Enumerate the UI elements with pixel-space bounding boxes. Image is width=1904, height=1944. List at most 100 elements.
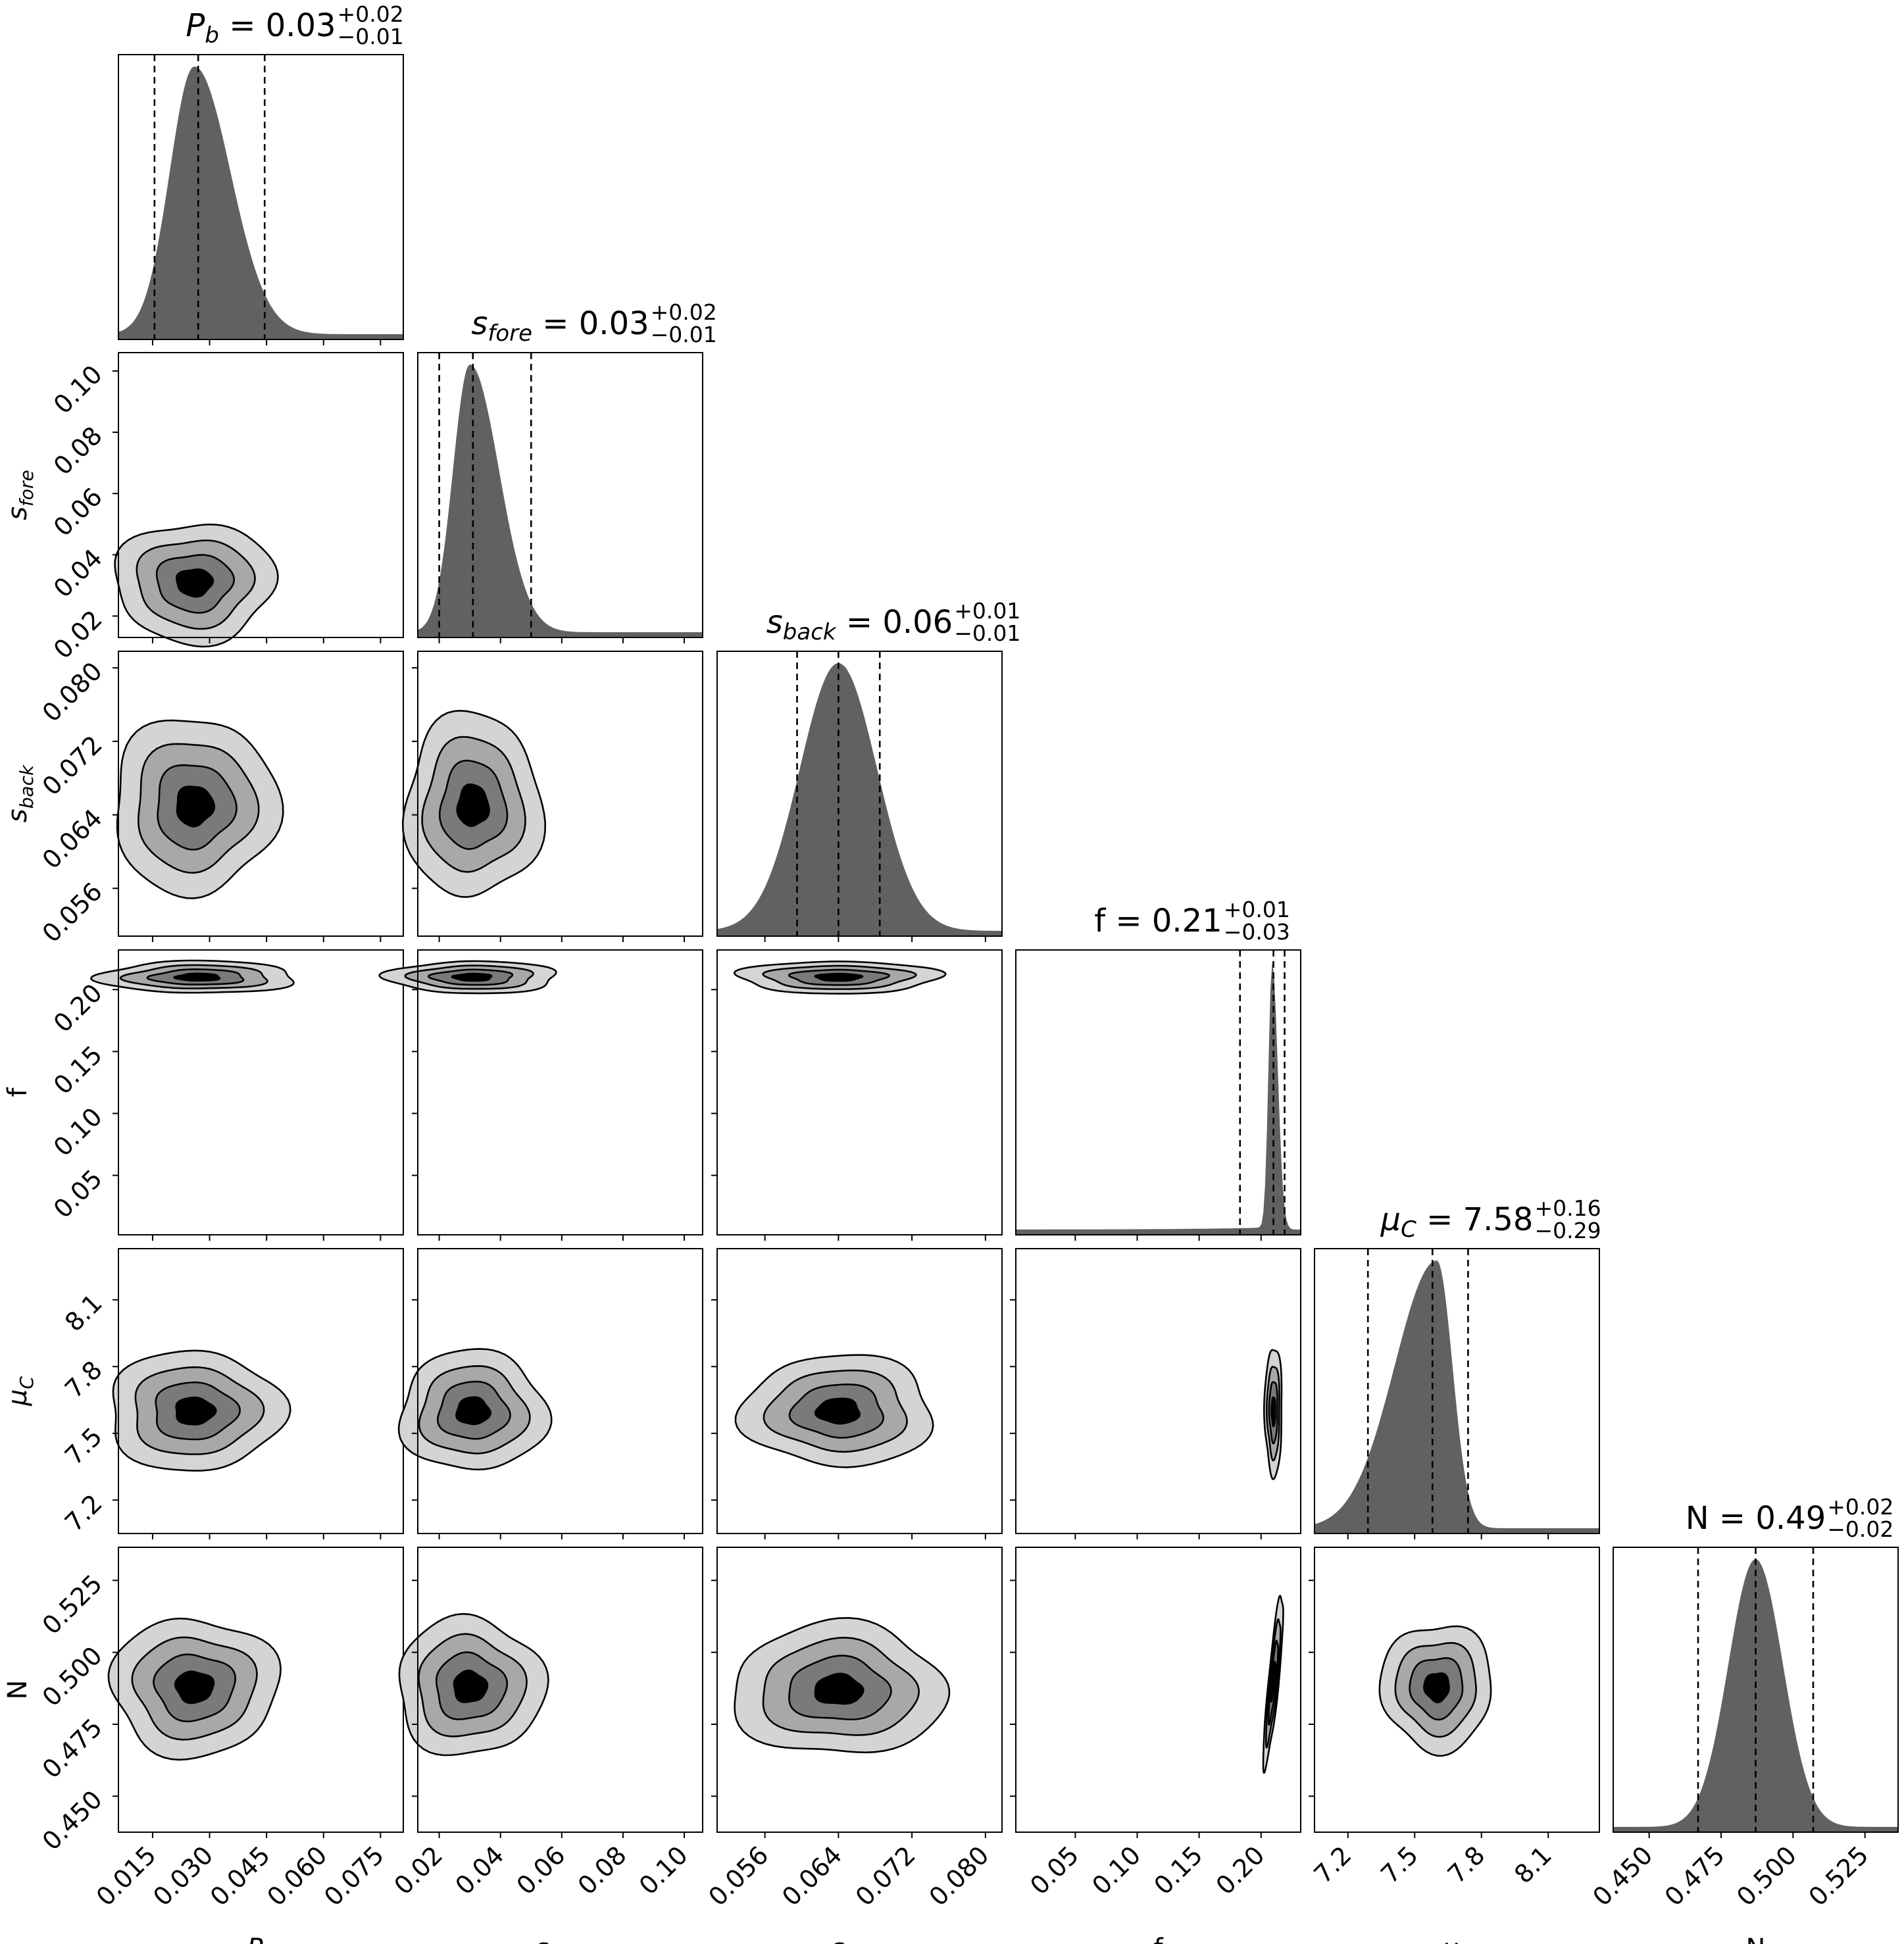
title-equals: = <box>219 7 266 44</box>
x-axis-label-N: N <box>1746 1933 1766 1944</box>
x-tick-label-sback: 0.064 <box>776 1841 847 1912</box>
panel-title-sback: sback = 0.06 <box>766 604 953 645</box>
y-tick-label-muC: 8.1 <box>59 1288 108 1337</box>
title-value: 0.21 <box>1152 903 1222 939</box>
y-tick-label-sback: 0.064 <box>37 803 108 874</box>
x-axis-label-f: f <box>1153 1933 1163 1944</box>
axes-frame-sfore <box>417 352 703 638</box>
histogram-area-muC <box>1315 1260 1599 1533</box>
title-error-minus-muC: −0.29 <box>1534 1218 1601 1243</box>
panel-title-N: N = 0.49 <box>1686 1500 1826 1537</box>
panel-background <box>118 950 403 1235</box>
y-tick-label-f: 0.20 <box>48 978 108 1038</box>
panel-background <box>1016 1249 1301 1533</box>
y-tick-label-muC: 7.5 <box>59 1422 108 1470</box>
contour-level-4 <box>456 783 490 828</box>
axes-frame-muC <box>1314 1248 1600 1534</box>
contour-panel-Pb-vs-sfore <box>113 352 404 648</box>
title-equals: = <box>532 305 579 342</box>
contour-panel-sfore-vs-muC <box>397 1248 703 1539</box>
y-axis-label-f: f <box>3 1087 33 1097</box>
contour-level-4 <box>1270 1660 1277 1703</box>
title-subscript: C <box>1401 1216 1416 1243</box>
panel-title-f: f = 0.21 <box>1094 903 1222 939</box>
title-symbol: μ <box>1380 1201 1401 1238</box>
y-tick-label-sfore: 0.02 <box>48 605 108 664</box>
y-axis-label-sback: sback <box>3 764 38 822</box>
contour-level-4 <box>176 568 214 598</box>
title-value: 0.06 <box>882 604 953 641</box>
x-tick-label-muC: 7.2 <box>1309 1841 1357 1889</box>
x-tick-label-muC: 8.1 <box>1509 1841 1557 1889</box>
x-tick-label-Pb: 0.030 <box>147 1841 218 1912</box>
title-error-minus-sfore: −0.01 <box>651 322 717 347</box>
title-subscript: back <box>783 619 837 645</box>
title-error-minus-f: −0.03 <box>1224 919 1290 945</box>
histogram-panel-sfore: sfore = 0.03 +0.02−0.01 <box>417 299 717 643</box>
title-error-minus-N: −0.02 <box>1827 1516 1893 1542</box>
title-error-plus-muC: +0.16 <box>1534 1195 1601 1221</box>
axes-frame <box>417 1248 703 1534</box>
y-tick-label-f: 0.10 <box>48 1102 108 1162</box>
contour-level-4 <box>175 1396 217 1426</box>
title-value: 7.58 <box>1463 1201 1534 1238</box>
title-equals: = <box>1709 1500 1756 1537</box>
panel-title-muC: μC = 7.58 <box>1380 1201 1534 1243</box>
histogram-area-f <box>1016 962 1301 1235</box>
x-tick-label-N: 0.500 <box>1731 1841 1802 1912</box>
x-tick-label-N: 0.450 <box>1587 1841 1658 1912</box>
y-tick-label-sfore: 0.04 <box>48 543 108 603</box>
title-subscript: b <box>205 22 219 49</box>
x-axis-label-muC: μC <box>1441 1933 1472 1944</box>
title-equals: = <box>1416 1201 1463 1238</box>
title-symbol: N <box>1686 1500 1709 1537</box>
x-tick-label-Pb: 0.015 <box>91 1841 162 1912</box>
y-tick-label-sback: 0.080 <box>37 657 108 728</box>
x-tick-label-muC: 7.5 <box>1375 1841 1424 1889</box>
label-base: s <box>3 809 33 822</box>
x-tick-label-Pb: 0.075 <box>318 1841 389 1912</box>
panel-background <box>418 950 703 1235</box>
axes-frame <box>716 949 1003 1235</box>
contour-level-4 <box>814 1397 861 1425</box>
y-axis-label-muC: μC <box>3 1376 38 1407</box>
axes-frame <box>417 949 703 1235</box>
x-tick-label-f: 0.20 <box>1211 1841 1270 1901</box>
contour-level-4 <box>1423 1672 1450 1703</box>
y-tick-label-f: 0.15 <box>48 1040 108 1100</box>
x-axis-label-sfore: sfore <box>535 1933 586 1944</box>
panel-background <box>717 950 1002 1235</box>
contour-level-4 <box>814 972 864 982</box>
y-tick-label-N: 0.475 <box>37 1713 108 1784</box>
x-tick-label-Pb: 0.045 <box>205 1841 276 1912</box>
title-equals: = <box>836 604 883 641</box>
contour-level-4 <box>451 972 493 982</box>
contour-level-4 <box>455 1396 492 1426</box>
title-error-plus-sback: +0.01 <box>954 598 1020 624</box>
y-axis-label-sfore: sfore <box>3 470 38 520</box>
axes-frame-N <box>1613 1547 1899 1833</box>
x-axis-label-sback: sback <box>831 1933 889 1944</box>
x-tick-label-f: 0.10 <box>1086 1841 1146 1901</box>
label-subscript: fore <box>16 470 38 507</box>
contour-panel-Pb-vs-f <box>89 949 404 1241</box>
contour-panel-sback-vs-N <box>711 1547 1003 1838</box>
y-tick-label-sback: 0.056 <box>37 877 108 948</box>
title-error-plus-sfore: +0.02 <box>651 299 717 325</box>
title-error-minus-Pb: −0.01 <box>338 24 404 49</box>
label-base: μ <box>3 1389 33 1407</box>
label-base: μ <box>1441 1933 1459 1944</box>
contour-panel-Pb-vs-N <box>107 1547 404 1838</box>
axes-frame <box>118 651 404 937</box>
x-tick-label-sback: 0.056 <box>703 1841 774 1912</box>
panel-title-Pb: Pb = 0.03 <box>186 7 336 49</box>
y-tick-label-muC: 7.2 <box>59 1489 108 1537</box>
title-error-minus-sback: −0.01 <box>954 620 1020 646</box>
x-tick-label-Pb: 0.060 <box>262 1841 333 1912</box>
x-tick-label-f: 0.05 <box>1024 1841 1084 1901</box>
x-axis-label-Pb: Pb <box>247 1933 275 1944</box>
axes-frame <box>118 949 404 1235</box>
axes-frame <box>1015 1547 1301 1833</box>
axes-frame-f <box>1015 949 1301 1235</box>
contour-panel-muC-vs-N <box>1309 1547 1600 1838</box>
